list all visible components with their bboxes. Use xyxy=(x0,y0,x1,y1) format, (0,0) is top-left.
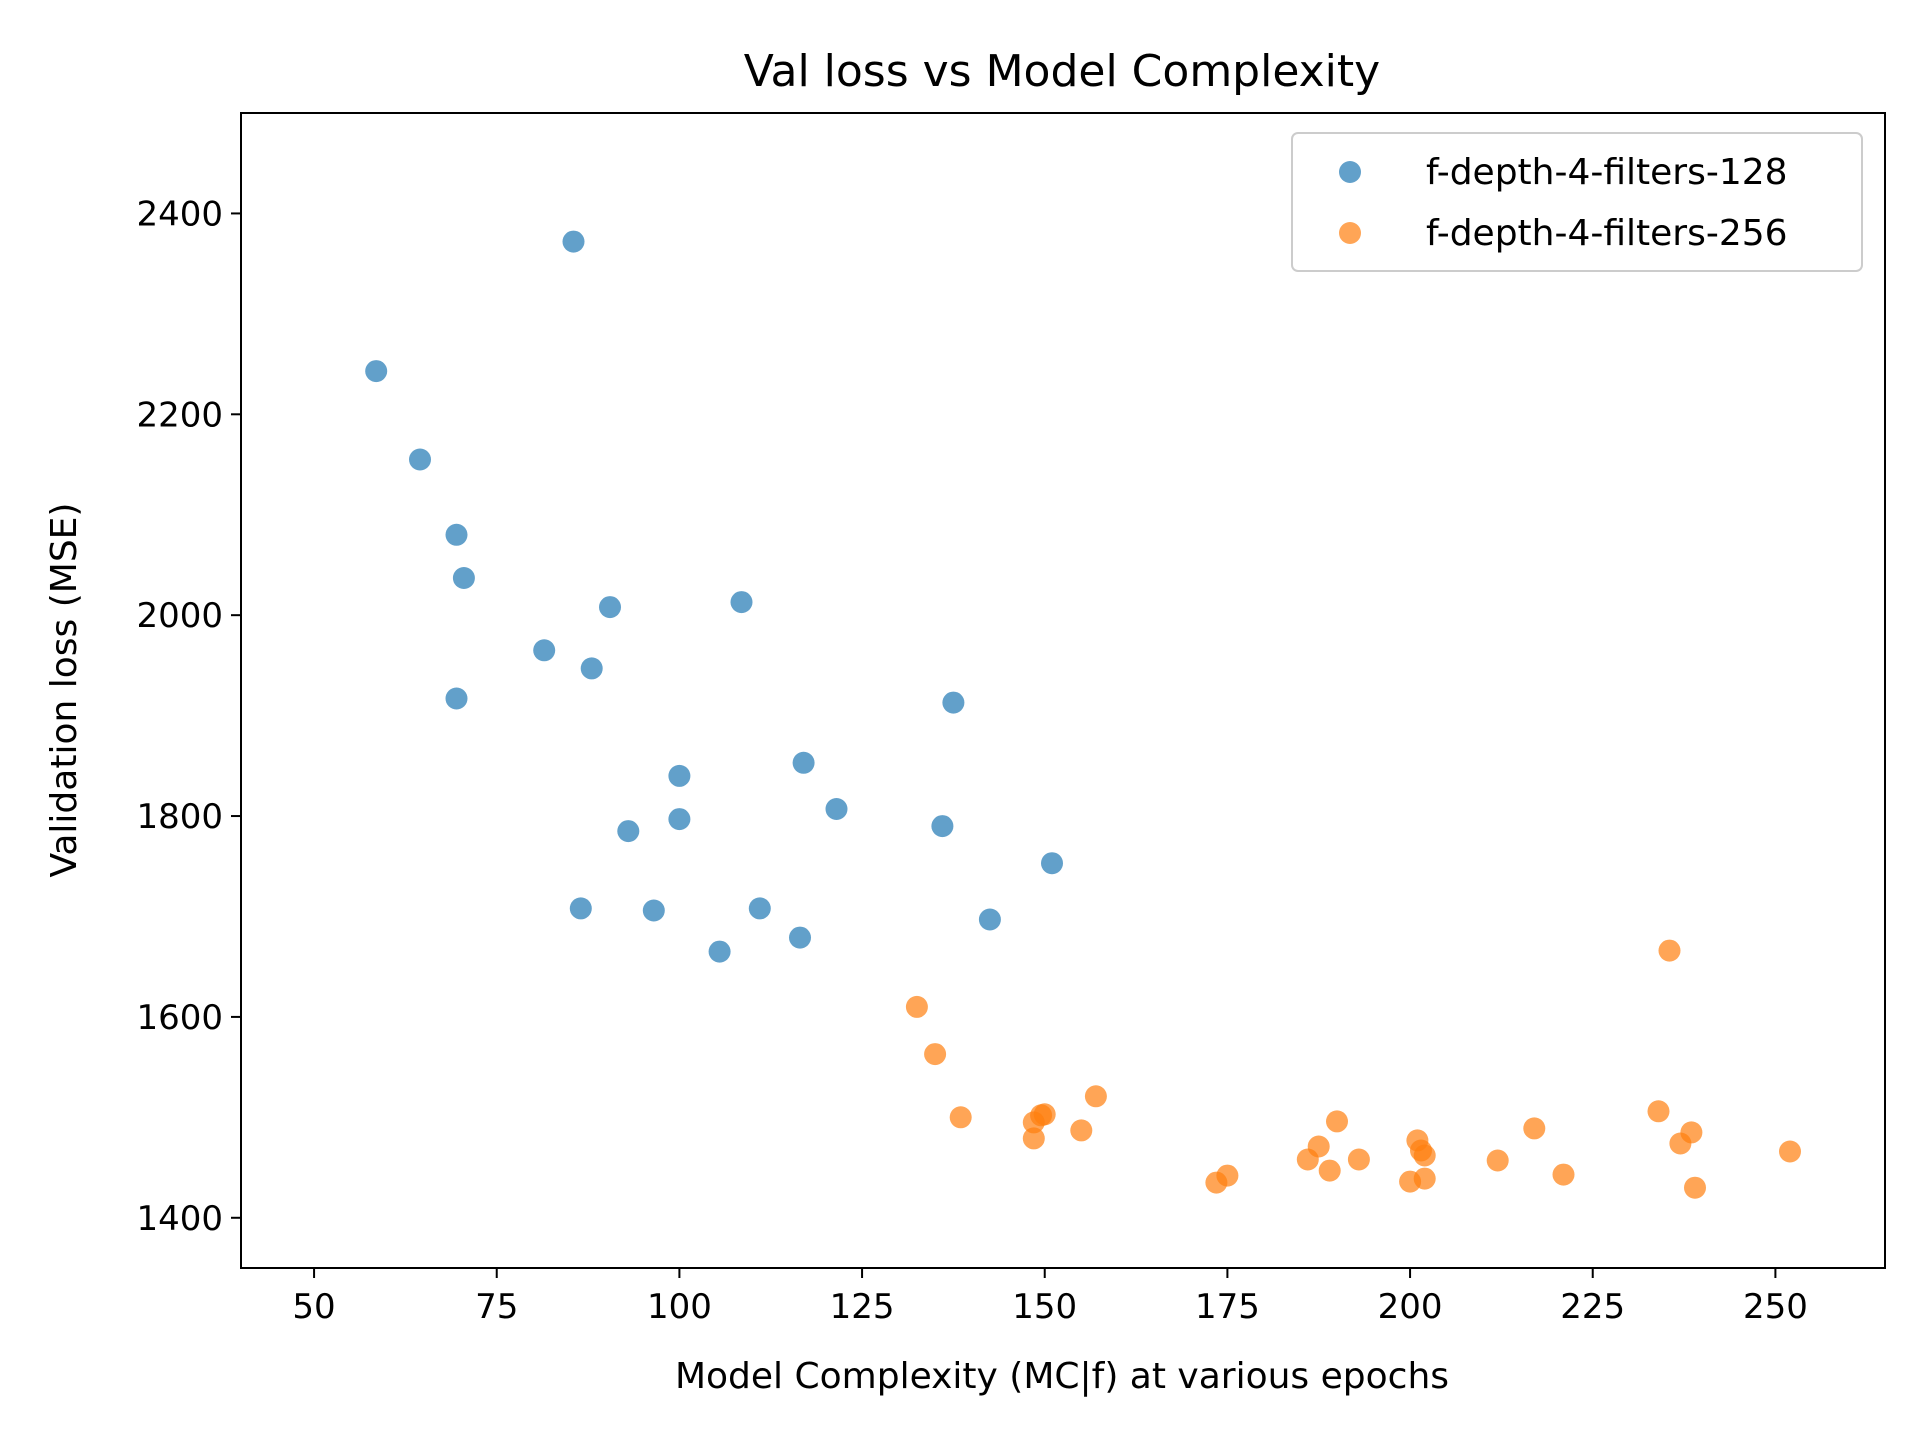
point-series-1-23 xyxy=(978,908,1001,931)
point-series-2-26 xyxy=(1658,939,1681,962)
point-series-1-17 xyxy=(748,897,771,920)
point-series-2-1 xyxy=(905,995,928,1018)
point-series-1-20 xyxy=(825,798,848,820)
point-series-2-24 xyxy=(1552,1163,1575,1186)
chart-title: Val loss vs Model Complexity xyxy=(744,46,1380,97)
point-series-1-13 xyxy=(668,764,691,787)
legend-label-series-2: f-depth-4-filters-256 xyxy=(1426,213,1788,254)
legend-marker-series-2 xyxy=(1339,222,1361,244)
point-series-2-25 xyxy=(1647,1100,1670,1123)
point-series-1-8 xyxy=(580,657,603,680)
x-tick-label-75: 75 xyxy=(475,1287,518,1327)
point-series-2-15 xyxy=(1326,1110,1348,1133)
point-series-1-19 xyxy=(792,751,815,774)
x-axis-ticks: 50 75 100 125 150 175 200 225 250 xyxy=(292,1268,1808,1327)
point-series-1-3 xyxy=(445,523,468,546)
point-series-1-7 xyxy=(562,230,585,253)
point-series-2-22 xyxy=(1486,1149,1509,1172)
x-tick-label-50: 50 xyxy=(292,1287,335,1327)
point-series-2-30 xyxy=(1779,1140,1801,1163)
x-tick-label-125: 125 xyxy=(830,1287,895,1327)
point-series-2-8 xyxy=(1070,1119,1093,1142)
point-series-1-1 xyxy=(365,360,388,383)
point-series-2-13 xyxy=(1307,1135,1330,1158)
y-tick-label-2000: 2000 xyxy=(136,596,223,636)
point-series-1-22 xyxy=(942,691,965,714)
y-tick-label-1800: 1800 xyxy=(136,797,223,837)
y-tick-label-2400: 2400 xyxy=(136,194,223,234)
y-axis-ticks: 1400 1600 1800 2000 2200 2400 xyxy=(136,194,241,1239)
chart-legend: f-depth-4-filters-128 f-depth-4-filters-… xyxy=(1291,132,1863,272)
point-series-1-18 xyxy=(789,926,811,949)
point-series-1-12 xyxy=(642,899,665,922)
point-series-2-14 xyxy=(1318,1159,1341,1182)
point-series-1-24 xyxy=(1041,852,1063,875)
point-series-2-23 xyxy=(1523,1117,1546,1140)
x-tick-label-250: 250 xyxy=(1743,1287,1808,1327)
point-series-2-5 xyxy=(1022,1127,1045,1150)
point-series-1-5 xyxy=(445,687,468,710)
point-series-2-2 xyxy=(924,1043,947,1066)
point-series-1-16 xyxy=(730,591,753,614)
point-series-1-15 xyxy=(708,940,731,963)
data-points xyxy=(365,230,1801,1199)
point-series-1-4 xyxy=(452,567,475,589)
x-axis-label: Model Complexity (MC|f) at various epoch… xyxy=(675,1356,1449,1397)
point-series-2-20 xyxy=(1413,1144,1436,1167)
y-tick-label-2200: 2200 xyxy=(136,395,223,435)
point-series-1-21 xyxy=(931,815,954,838)
point-series-2-21 xyxy=(1413,1167,1436,1190)
point-series-1-6 xyxy=(533,639,556,662)
legend-label-series-1: f-depth-4-filters-128 xyxy=(1426,152,1788,193)
point-series-2-11 xyxy=(1216,1164,1239,1187)
point-series-2-29 xyxy=(1684,1176,1706,1199)
point-series-2-16 xyxy=(1347,1148,1370,1171)
x-tick-label-225: 225 xyxy=(1560,1287,1625,1327)
y-tick-label-1600: 1600 xyxy=(136,998,223,1038)
x-tick-label-100: 100 xyxy=(647,1287,712,1327)
point-series-1-2 xyxy=(409,448,431,471)
legend-marker-series-1 xyxy=(1339,161,1361,183)
point-series-2-28 xyxy=(1680,1121,1703,1144)
point-series-2-9 xyxy=(1084,1085,1107,1108)
point-series-1-9 xyxy=(599,596,621,619)
point-series-1-14 xyxy=(668,808,691,831)
legend-box xyxy=(1291,132,1863,272)
point-series-1-10 xyxy=(617,820,640,843)
plot-area-frame xyxy=(240,112,1886,1269)
y-axis-label: Validation loss (MSE) xyxy=(44,503,85,878)
y-tick-label-1400: 1400 xyxy=(136,1199,223,1239)
x-tick-label-175: 175 xyxy=(1195,1287,1260,1327)
x-tick-label-150: 150 xyxy=(1012,1287,1077,1327)
point-series-1-11 xyxy=(569,897,592,920)
x-tick-label-200: 200 xyxy=(1378,1287,1443,1327)
point-series-2-7 xyxy=(1033,1103,1056,1126)
point-series-2-3 xyxy=(949,1106,972,1129)
